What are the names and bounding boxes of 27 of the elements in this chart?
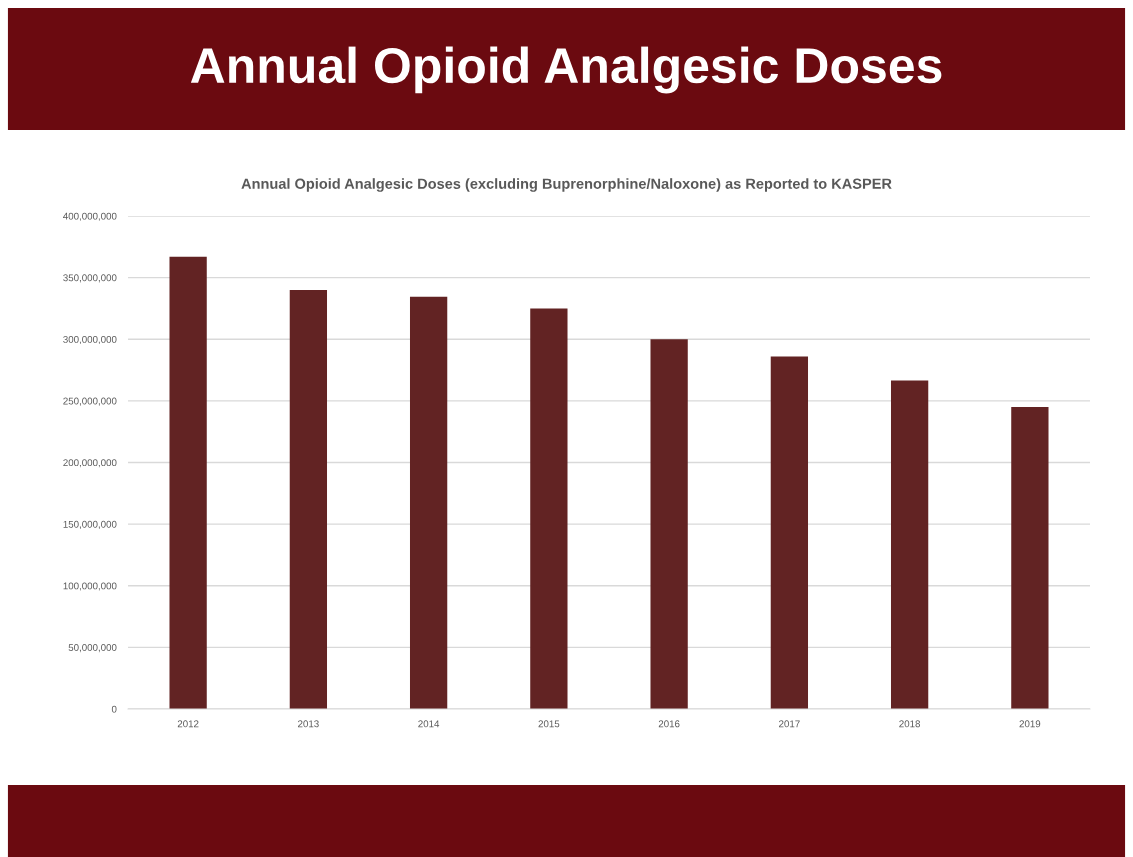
x-tick-label: 2017 — [779, 720, 800, 728]
y-tick-label: 250,000,000 — [63, 397, 117, 406]
x-tick-label: 2016 — [658, 720, 680, 728]
bar — [650, 339, 688, 709]
y-tick-label: 50,000,000 — [68, 644, 117, 653]
y-tick-label: 0 — [111, 705, 117, 713]
bar — [409, 296, 448, 709]
x-tick-label: 2012 — [177, 720, 199, 728]
x-tick-label: 2014 — [418, 720, 440, 728]
y-tick-label: 300,000,000 — [63, 335, 117, 345]
x-tick-label: 2013 — [298, 720, 319, 728]
y-tick-label: 100,000,000 — [63, 582, 117, 591]
chart-title: Annual Opioid Analgesic Doses — [190, 46, 942, 94]
y-tick-label: 350,000,000 — [63, 274, 117, 283]
y-tick-label: 200,000,000 — [63, 459, 117, 468]
y-tick-label: 150,000,000 — [63, 520, 117, 529]
bar — [1011, 407, 1049, 709]
chart-subtitle: Annual Opioid Analgesic Doses (excluding Buprenorphine/Naloxone) as Reported to KASPER — [241, 178, 892, 192]
y-tick-label: 400,000,000 — [63, 212, 117, 221]
x-tick-label: 2018 — [899, 720, 921, 728]
bar — [890, 380, 929, 709]
bar — [530, 308, 568, 709]
bar — [770, 356, 809, 709]
bar — [169, 256, 207, 709]
x-tick-label: 2015 — [538, 720, 560, 728]
x-tick-label: 2019 — [1019, 720, 1041, 728]
bar — [289, 289, 328, 709]
